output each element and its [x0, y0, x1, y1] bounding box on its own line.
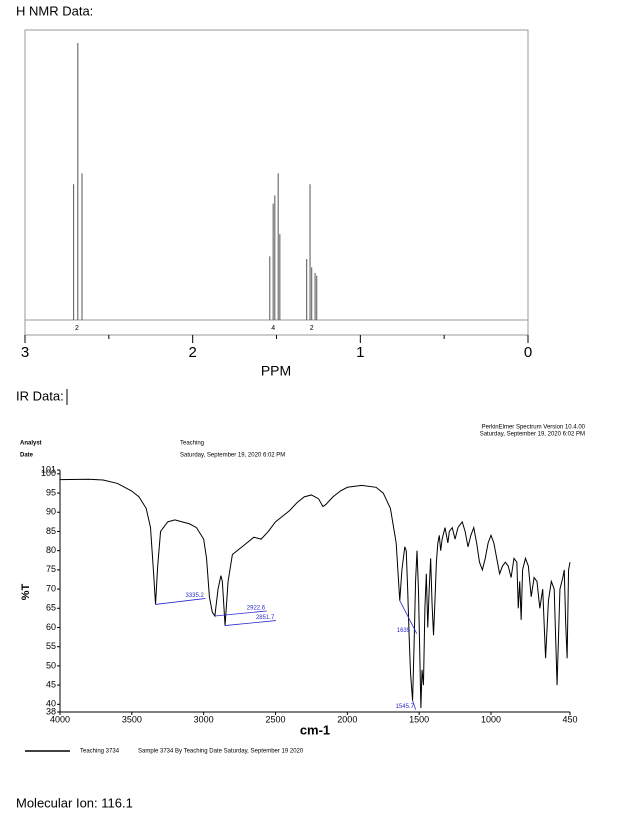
x-tick-label: 450	[562, 714, 577, 724]
y-tick-label: 75	[46, 564, 56, 574]
x-tick-label: 2500	[265, 714, 285, 724]
peak-label: 3335.2	[186, 593, 205, 599]
spectrum-line	[59, 478, 571, 709]
ir-chart: PerkinElmer Spectrum Version 10.4.00 Sat…	[20, 425, 586, 755]
annotation-leader	[224, 620, 277, 626]
analyst: Teaching	[180, 441, 204, 447]
y-tick-label: 38	[46, 706, 56, 716]
x-tick-label: 1000	[481, 714, 501, 724]
date-label: Date	[20, 453, 34, 459]
y-tick-label: 40	[46, 699, 56, 709]
y-tick-label: 95	[46, 487, 56, 497]
x-tick-label: 3500	[122, 714, 142, 724]
y-tick-label: 85	[46, 526, 56, 536]
integral-label: 2	[310, 325, 314, 332]
legend-label: Teaching 3734	[80, 749, 120, 755]
annotation-leader	[399, 600, 418, 634]
x-tick-label: 1	[356, 344, 364, 361]
legend-description: Sample 3734 By Teaching Date Saturday, S…	[138, 749, 304, 755]
x-axis-label: PPM	[261, 363, 291, 379]
y-tick-label: 55	[46, 641, 56, 651]
x-tick-label: 4000	[50, 714, 70, 724]
y-axis-label: %T	[20, 583, 32, 600]
peak-label: 2851.7	[256, 615, 275, 621]
x-tick-label: 3	[21, 344, 29, 361]
y-tick-label: 45	[46, 679, 56, 689]
date: Saturday, September 19, 2020 6:02 PM	[180, 453, 285, 459]
x-axis-label: cm-1	[300, 722, 330, 737]
x-tick-label: 2	[188, 344, 196, 361]
x-tick-label: 2000	[337, 714, 357, 724]
annotation-leader	[412, 700, 416, 710]
annotation-leader	[214, 610, 267, 617]
software: PerkinElmer Spectrum Version 10.4.00	[482, 425, 586, 431]
y-tick-label: 50	[46, 660, 56, 670]
y-tick-label: 60	[46, 622, 56, 632]
y-tick-label: 65	[46, 603, 56, 613]
y-tick-label: 101	[41, 464, 56, 474]
nmr-chart: PPM 3 2 1 0 2 4 2	[21, 29, 532, 379]
footer: Molecular Ion: 116.1	[16, 795, 133, 810]
ir-heading: IR Data:	[16, 388, 64, 403]
integral-label: 4	[271, 325, 275, 332]
integral-label: 2	[75, 325, 79, 332]
peak-label: 1635	[397, 628, 411, 634]
analyst-label: Analyst	[20, 441, 42, 447]
y-tick-label: 100	[41, 468, 56, 478]
x-tick-label: 0	[524, 344, 532, 361]
annotation-leader	[155, 598, 206, 605]
y-tick-label: 90	[46, 507, 56, 517]
peak-label: 1545.7	[396, 704, 415, 710]
peak-label: 2922.6	[247, 606, 266, 612]
x-tick-label: 3000	[194, 714, 214, 724]
x-tick-label: 1500	[409, 714, 429, 724]
nmr-frame	[24, 29, 529, 336]
y-tick-label: 80	[46, 545, 56, 555]
software-date: Saturday, September 19, 2020 6:02 PM	[480, 432, 585, 438]
nmr-heading: H NMR Data:	[16, 3, 93, 18]
y-tick-label: 70	[46, 583, 56, 593]
